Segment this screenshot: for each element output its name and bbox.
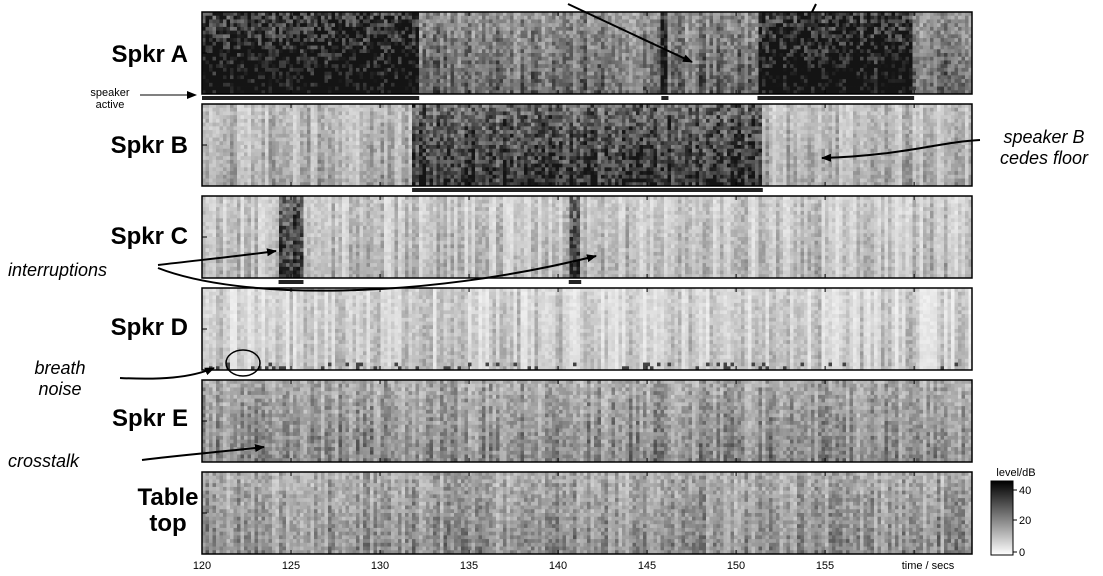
speaker-active-label-line1: speaker	[90, 87, 129, 99]
activity-bar-1-1	[202, 96, 419, 100]
spectrogram-panel-1	[202, 12, 972, 94]
speaker-active-label-line2: active	[96, 99, 125, 111]
time-tick-145: 145	[638, 560, 656, 572]
speaker-labels: Spkr A Spkr B Spkr C Spkr D Spkr E Table…	[111, 41, 199, 537]
colorbar-gradient-bar	[991, 481, 1013, 555]
crosstalk-annotation: crosstalk	[8, 451, 80, 471]
time-tick-140: 140	[549, 560, 567, 572]
time-tick-135: 135	[460, 560, 478, 572]
colorbar-label-40: 40	[1019, 485, 1031, 497]
spectrogram-panel-4	[202, 288, 972, 370]
spectrogram-panel-5	[202, 380, 972, 462]
colorbar-label-0: 0	[1019, 547, 1025, 559]
speaker-label-a: Spkr A	[112, 41, 188, 68]
speaker-label-e: Spkr E	[112, 405, 188, 432]
time-tick-125: 125	[282, 560, 300, 572]
time-axis: 120 125 130 135 140 145 150 155 time / s…	[193, 560, 955, 572]
colorbar-title: level/dB	[996, 467, 1035, 479]
table-top-label: Table top	[138, 484, 199, 537]
activity-bar-3-2	[569, 280, 581, 284]
speaker-b-annotation-line1: speaker B	[1003, 127, 1084, 147]
time-axis-label: time / secs	[902, 560, 955, 572]
level-colorbar: level/dB 40 20 0	[991, 467, 1036, 559]
time-tick-120: 120	[193, 560, 211, 572]
speaker-label-c: Spkr C	[111, 223, 188, 250]
activity-bar-1-3	[757, 96, 914, 100]
breath-noise-arrow	[120, 368, 214, 379]
activity-bar-3-1	[279, 280, 304, 284]
speaker-b-annotation-line2: cedes floor	[1000, 148, 1089, 168]
top-arrow-right-stub	[812, 4, 816, 12]
speaker-label-d: Spkr D	[111, 314, 188, 341]
activity-bar-1-2	[661, 96, 668, 100]
time-tick-130: 130	[371, 560, 389, 572]
spectrogram-panels	[202, 12, 972, 554]
breath-noise-annotation-line2: noise	[38, 379, 81, 399]
interruptions-annotation: interruptions	[8, 260, 107, 280]
speaker-label-b: Spkr B	[111, 132, 188, 159]
spectrogram-panel-6	[202, 472, 972, 554]
activity-bar-2-1	[412, 188, 763, 192]
spectrogram-panel-2	[202, 104, 972, 186]
breath-noise-annotation-line1: breath	[34, 358, 85, 378]
spectrogram-panel-3	[202, 196, 972, 278]
time-tick-155: 155	[816, 560, 834, 572]
colorbar-label-20: 20	[1019, 515, 1031, 527]
time-tick-150: 150	[727, 560, 745, 572]
